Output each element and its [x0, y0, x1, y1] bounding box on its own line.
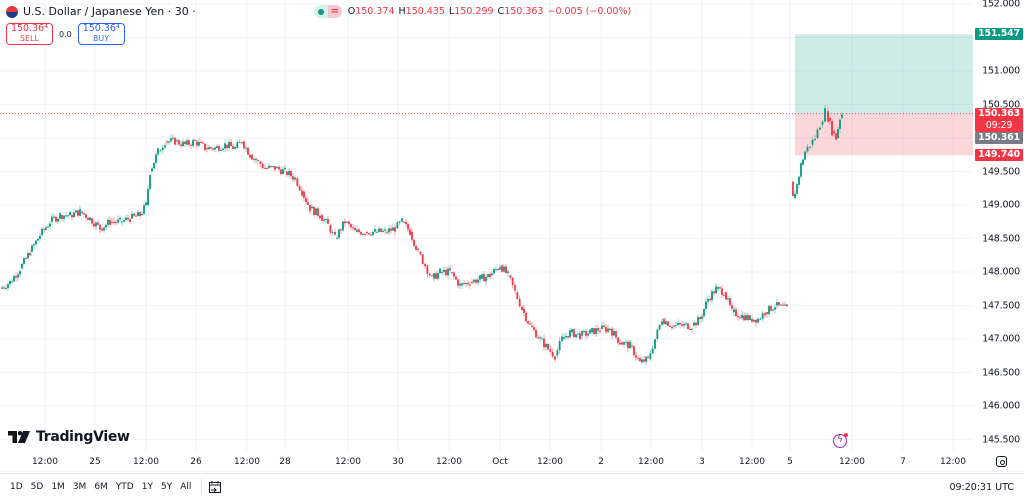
market-open-dot-icon [313, 5, 328, 18]
price-tick-label: 148.000 [982, 266, 1020, 278]
time-tick-label: 12:00 [839, 457, 865, 467]
usdjpy-flag-icon [6, 5, 18, 18]
time-axis[interactable]: 12:00 25 12:00 26 12:00 28 12:00 30 12:00 Oct 12:0… [0, 452, 1024, 472]
time-tick-label: 2 [598, 457, 604, 467]
change-value: −0.005 (−0.00%) [547, 6, 632, 17]
last-price-badge: 150.363 09:29 [975, 107, 1023, 132]
buy-price: 150.36⁴ [82, 23, 120, 34]
time-tick-label: 25 [89, 457, 101, 467]
price-tick-label: 151.000 [982, 65, 1020, 77]
time-tick-label: 30 [392, 457, 404, 467]
stop-loss-badge: 149.740 [975, 149, 1023, 162]
range-button-5y[interactable]: 5Y [160, 482, 173, 492]
take-profit-badge: 151.547 [975, 28, 1023, 41]
time-tick-label: 28 [279, 457, 291, 467]
price-tick-label: 147.500 [982, 300, 1020, 311]
market-status-pill[interactable]: = [313, 5, 342, 18]
time-tick-label: 7 [900, 457, 906, 467]
equal-sign-icon: = [327, 5, 342, 18]
symbol-title[interactable]: U.S. Dollar / Japanese Yen · 30 · [23, 5, 196, 18]
time-tick-label: 12:00 [537, 457, 563, 467]
time-tick-label: 12:00 [32, 457, 58, 467]
price-tick-label: 152.000 [982, 0, 1020, 10]
range-button-3m[interactable]: 3M [72, 482, 87, 492]
price-scale[interactable]: 152.000151.500151.000150.500150.000149.5… [973, 0, 1024, 452]
utc-clock[interactable]: 09:20:31 UTC [949, 481, 1014, 493]
ohlc-values: O150.374 H150.435 L150.299 C150.363 −0.0… [347, 6, 632, 17]
price-tick-label: 147.000 [982, 333, 1020, 345]
range-button-1d[interactable]: 1D [10, 482, 23, 492]
time-tick-label: 12:00 [133, 457, 159, 467]
bid-price-badge: 150.361 [975, 131, 1023, 144]
range-button-ytd[interactable]: YTD [115, 482, 134, 492]
sell-price: 150.36⁴ [10, 23, 49, 34]
spread-value: 0.0 [59, 29, 72, 39]
sell-label: SELL [19, 34, 40, 43]
range-button-5d[interactable]: 5D [30, 482, 44, 492]
price-tick-label: 145.500 [982, 434, 1020, 445]
time-tick-label: 12:00 [335, 457, 361, 467]
toolbar-divider [201, 479, 203, 495]
calendar-goto-icon[interactable] [208, 480, 222, 494]
close-value: 150.363 [504, 6, 544, 17]
price-tick-label: 146.500 [982, 367, 1020, 378]
price-tick-label: 146.000 [982, 400, 1020, 412]
tradingview-logo-icon [8, 431, 30, 443]
low-value: 150.299 [454, 6, 494, 17]
time-tick-label: Oct [492, 457, 508, 467]
high-value: 150.435 [405, 6, 445, 17]
buy-label: BUY [93, 34, 110, 43]
time-tick-label: 12:00 [234, 457, 260, 467]
price-tick-label: 148.500 [982, 233, 1020, 244]
symbol-legend: U.S. Dollar / Japanese Yen · 30 · = O150… [6, 5, 631, 18]
range-button-all[interactable]: All [180, 482, 192, 492]
time-tick-label: 12:00 [940, 457, 966, 467]
price-tick-label: 149.000 [982, 199, 1020, 211]
price-tick-label: 150.500 [982, 99, 1020, 110]
tradingview-logo[interactable]: TradingView [8, 429, 130, 445]
time-tick-label: 12:00 [436, 457, 462, 467]
candlestick-plot[interactable] [0, 0, 973, 452]
buy-button[interactable]: 150.36⁴ BUY [77, 23, 125, 45]
chart-pane[interactable]: U.S. Dollar / Japanese Yen · 30 · = O150… [0, 0, 973, 452]
time-tick-label: 26 [190, 457, 202, 467]
time-tick-label: 5 [787, 457, 793, 467]
axis-settings-icon[interactable] [996, 456, 1007, 467]
time-tick-label: 12:00 [739, 457, 765, 467]
time-tick-label: 12:00 [638, 457, 664, 467]
lightning-alert-icon[interactable]: ϟ [833, 433, 848, 448]
range-button-1m[interactable]: 1M [51, 482, 65, 492]
open-value: 150.374 [355, 6, 395, 17]
trade-buttons: 150.36⁴ SELL 0.0 150.36⁴ BUY [6, 23, 125, 45]
range-button-6m[interactable]: 6M [94, 482, 108, 492]
range-button-1y[interactable]: 1Y [141, 482, 153, 492]
time-tick-label: 3 [699, 457, 705, 467]
price-tick-label: 149.500 [982, 166, 1020, 177]
date-range-buttons: 1D 5D 1M 3M 6M YTD 1Y 5Y All [0, 482, 195, 492]
sell-button[interactable]: 150.36⁴ SELL [6, 23, 53, 45]
bottom-toolbar: 1D 5D 1M 3M 6M YTD 1Y 5Y All 09:20:31 UTC [0, 473, 1024, 500]
